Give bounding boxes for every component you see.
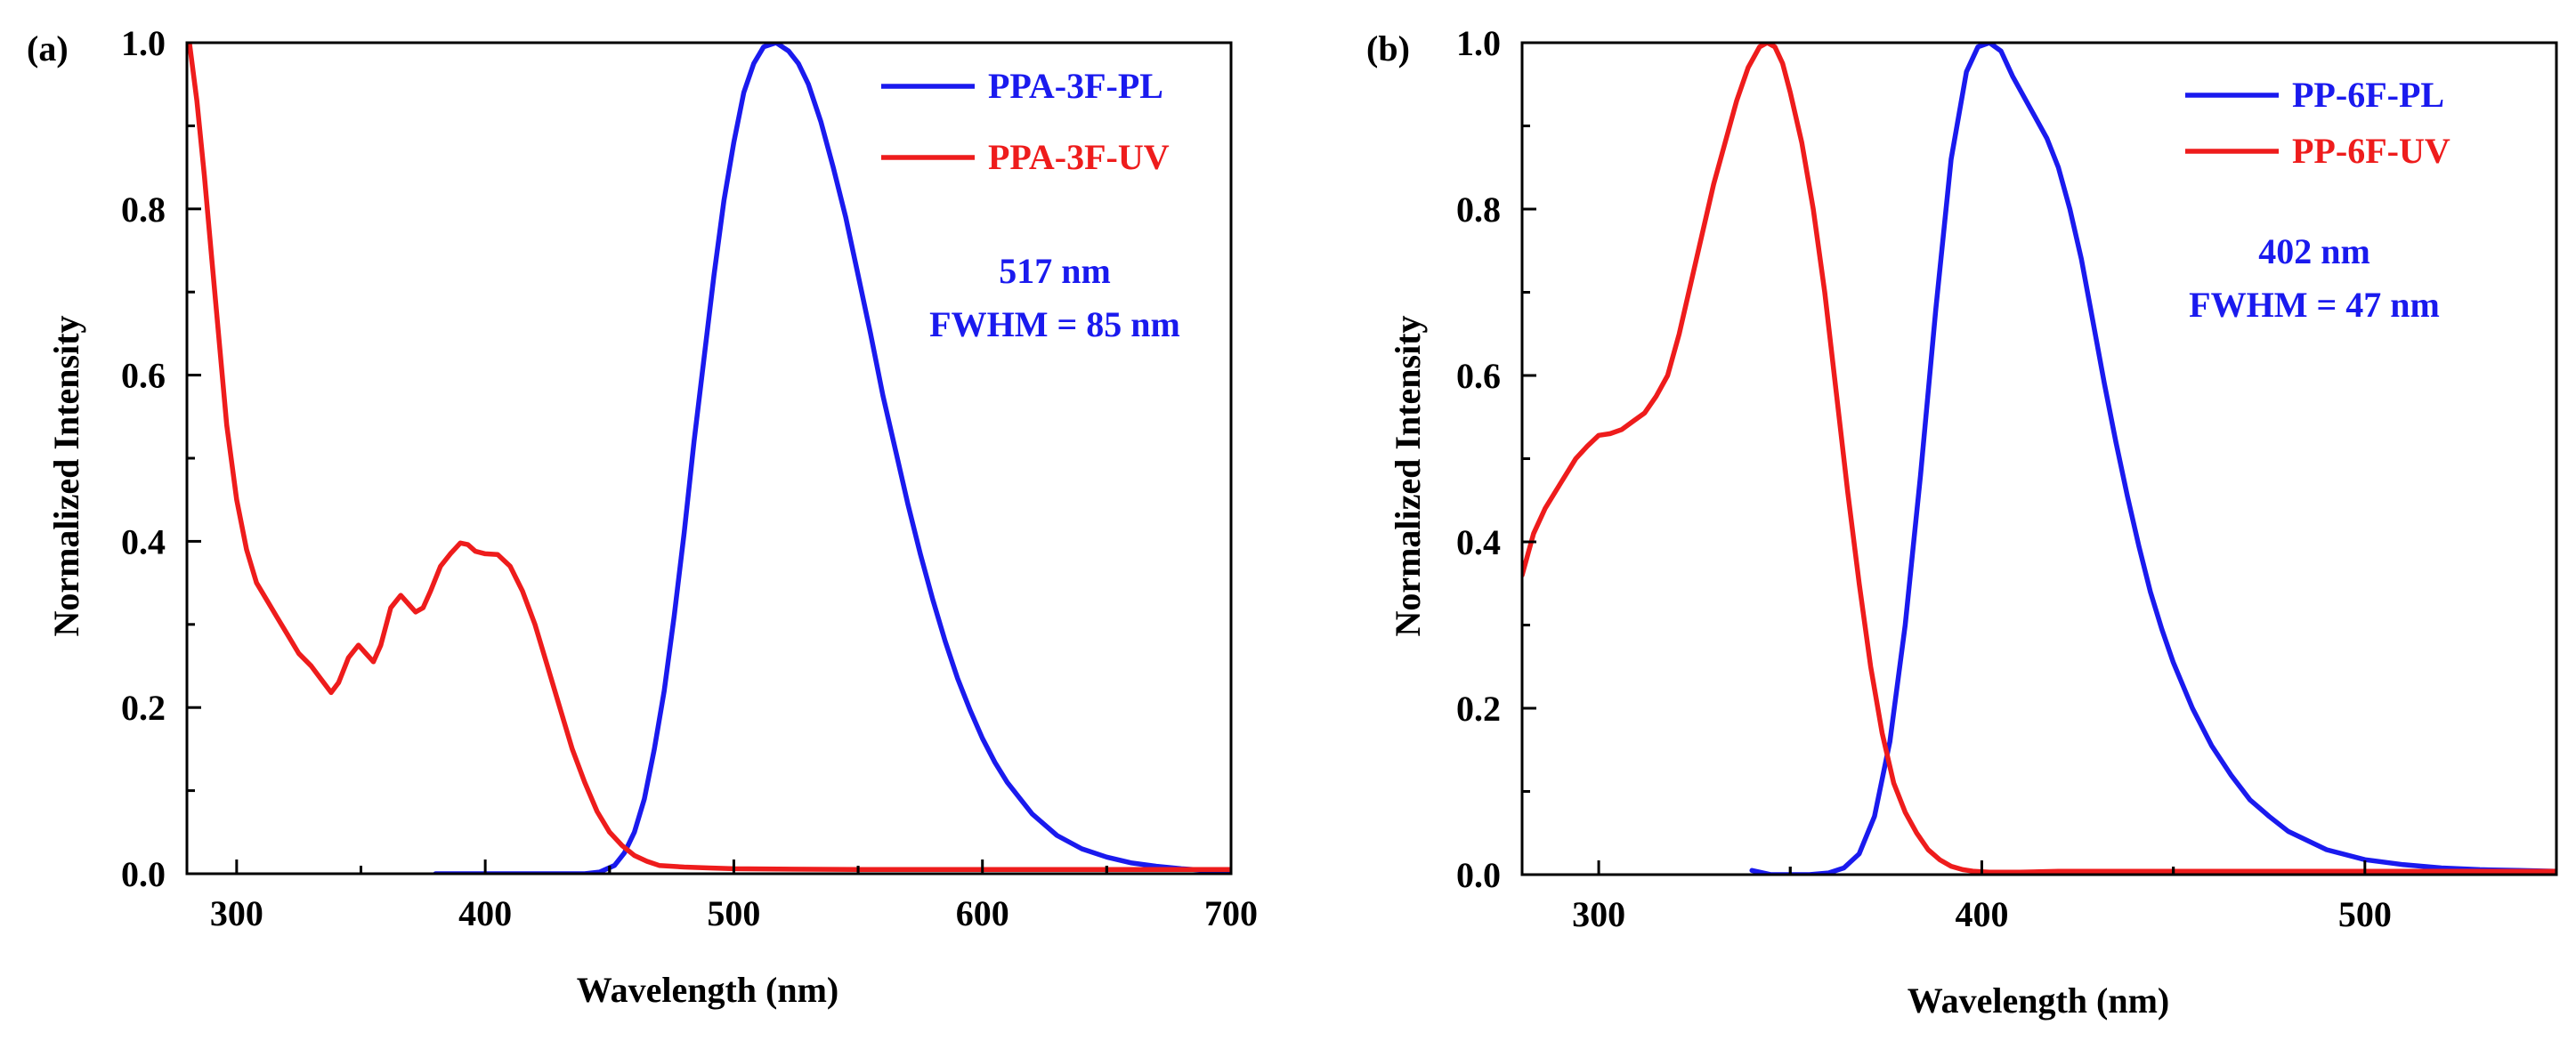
legend: PPA-3F-PL PPA-3F-UV <box>881 66 1170 177</box>
plot-area: 300 400 500 600 700 0.0 0.2 0.4 0.6 0.8 1.0 <box>121 23 1258 933</box>
y-tick-label: 0.2 <box>121 688 166 728</box>
y-tick-label: 1.0 <box>121 23 166 63</box>
peak-annotation: 402 nm <box>2258 231 2370 271</box>
x-tick-label: 300 <box>210 893 263 933</box>
y-tick-label: 0.6 <box>1456 356 1501 396</box>
legend-label-pl: PP-6F-PL <box>2292 75 2444 115</box>
y-tick-label: 0.8 <box>1456 190 1501 230</box>
series-line-ppa-3f-pl <box>433 43 1231 874</box>
panel-label: (b) <box>1366 28 1410 69</box>
plot-area: 300 400 500 0.0 0.2 0.4 0.6 0.8 1.0 <box>1456 23 2558 934</box>
fwhm-annotation: FWHM = 85 nm <box>929 304 1180 344</box>
fwhm-annotation: FWHM = 47 nm <box>2189 285 2440 325</box>
legend-label-pl: PPA-3F-PL <box>988 66 1163 106</box>
x-tick-label: 300 <box>1572 894 1625 934</box>
legend-label-uv: PPA-3F-UV <box>988 137 1170 177</box>
y-axis-label: Normalized Intensity <box>46 315 86 636</box>
y-tick-label: 0.8 <box>121 190 166 230</box>
series-line-pp-6f-uv <box>1522 43 2556 875</box>
chart-panel-b: (b) Normalized Intensity Wavelength (nm)… <box>1366 23 2558 1021</box>
y-tick-label: 0.4 <box>1456 522 1501 562</box>
y-axis-label: Normalized Intensity <box>1388 315 1428 636</box>
y-tick-label: 0.6 <box>121 356 166 396</box>
chart-panel-a: (a) Normalized Intensity Wavelength (nm)… <box>27 23 1258 1010</box>
y-tick-label: 1.0 <box>1456 23 1501 63</box>
series-line-ppa-3f-uv <box>187 43 1231 873</box>
legend: PP-6F-PL PP-6F-UV <box>2185 75 2450 171</box>
x-tick-label: 400 <box>458 893 512 933</box>
y-tick-label: 0.4 <box>121 521 166 561</box>
panel-label: (a) <box>27 28 69 69</box>
x-axis-label: Wavelength (nm) <box>1908 980 2169 1021</box>
x-tick-label: 500 <box>2338 894 2392 934</box>
series-line-pp-6f-pl <box>1749 43 2556 875</box>
x-axis-label: Wavelength (nm) <box>577 970 838 1010</box>
x-tick-label: 600 <box>956 893 1009 933</box>
y-tick-label: 0.0 <box>121 854 166 894</box>
x-tick-label: 700 <box>1204 893 1258 933</box>
y-tick-label: 0.2 <box>1456 689 1501 729</box>
x-tick-label: 400 <box>1955 894 2008 934</box>
peak-annotation: 517 nm <box>999 251 1111 291</box>
x-tick-label: 500 <box>707 893 760 933</box>
legend-label-uv: PP-6F-UV <box>2292 131 2450 171</box>
y-tick-label: 0.0 <box>1456 855 1501 895</box>
